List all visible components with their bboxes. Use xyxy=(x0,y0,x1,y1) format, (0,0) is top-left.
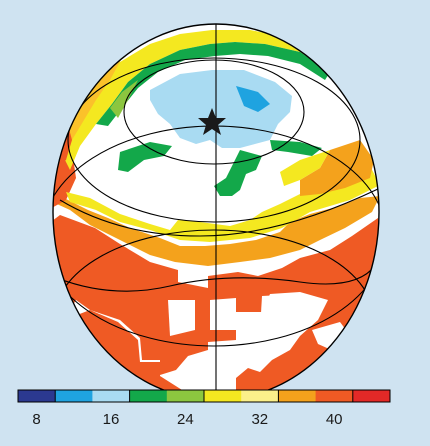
no-data-patch-1 xyxy=(210,298,236,330)
globe-svg xyxy=(52,23,380,401)
no-data-patch-2 xyxy=(260,294,300,336)
globe-map xyxy=(52,23,380,401)
colorbar-tick-label: 32 xyxy=(251,411,268,428)
light-blue-region-pole xyxy=(150,70,292,148)
colorbar-svg: 8 16 24 32 40 xyxy=(17,389,391,428)
blue-region-pole xyxy=(236,86,270,112)
colorbar-bin xyxy=(241,390,279,402)
colorbar-bin xyxy=(166,390,205,402)
colorbar-tick-label: 8 xyxy=(32,411,40,428)
light-green-region-north xyxy=(110,80,138,118)
colorbar-bin xyxy=(92,390,131,402)
no-data-patch-3 xyxy=(168,300,195,336)
orange-region-east xyxy=(300,140,374,196)
colorbar-bin xyxy=(18,390,56,402)
yellow-region-band xyxy=(66,166,379,242)
colorbar-bin xyxy=(55,390,93,402)
green-region-trail-west xyxy=(118,142,172,172)
colorbar-tick-label: 16 xyxy=(103,411,120,428)
green-region-north xyxy=(96,42,330,126)
colorbar-bin xyxy=(352,390,391,402)
colorbar: 8 16 24 32 40 xyxy=(0,384,430,441)
orange-region-north-arc xyxy=(58,58,122,160)
polar-circle-inner xyxy=(123,59,305,165)
green-region-trail-east xyxy=(270,140,322,156)
colorbar-bin xyxy=(129,390,168,402)
red-region-sw xyxy=(64,310,190,395)
contour-line-1 xyxy=(59,187,379,237)
star-icon xyxy=(198,108,226,135)
yellow-region-east xyxy=(280,150,330,186)
distance-regions xyxy=(53,30,379,400)
orange-region-band xyxy=(53,196,379,266)
colorbar-tick-label: 24 xyxy=(177,411,194,428)
latitude-circle-60 xyxy=(67,57,361,223)
colorbar-bin xyxy=(315,390,354,402)
colorbar-bin xyxy=(204,390,242,402)
colorbar-tick-label: 40 xyxy=(326,411,343,428)
contour-line-2 xyxy=(53,251,379,292)
green-region-trail-center xyxy=(214,150,262,196)
colorbar-bins xyxy=(18,390,391,402)
colorbar-ticks: 8 16 24 32 40 xyxy=(32,390,354,428)
colorbar-bin xyxy=(278,390,317,402)
yellow-region-north-arc xyxy=(60,30,350,170)
